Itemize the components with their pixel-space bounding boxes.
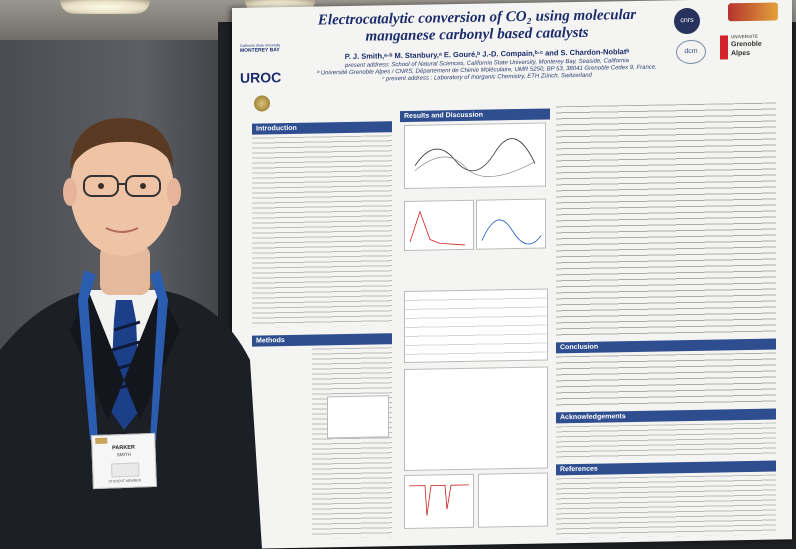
scheme-figure bbox=[404, 366, 548, 471]
section-heading-results: Results and Discussion bbox=[400, 108, 550, 123]
spectra-plot bbox=[409, 210, 466, 246]
methods-text bbox=[312, 347, 392, 539]
poster-affiliations: present address: School of Natural Scien… bbox=[292, 57, 682, 85]
section-heading-references: References bbox=[556, 460, 776, 476]
section-heading-acknowledgements: Acknowledgements bbox=[556, 408, 776, 424]
grenoble-logo-line3: Alpes bbox=[731, 49, 751, 58]
spectra-figure bbox=[404, 199, 474, 251]
ir-figure bbox=[404, 473, 474, 529]
data-table bbox=[404, 288, 548, 363]
badge-last-name: SMITH bbox=[116, 451, 131, 458]
cnrs-logo: cnrs bbox=[674, 7, 700, 35]
section-heading-conclusion: Conclusion bbox=[556, 338, 776, 354]
grenoble-logo-line1: UNIVERSITÉ bbox=[731, 33, 759, 40]
ir-plot bbox=[409, 484, 469, 516]
badge-barcode bbox=[111, 462, 140, 478]
cv-plot bbox=[414, 138, 536, 177]
research-poster: California State University MONTEREY BAY… bbox=[232, 0, 792, 549]
uroc-logo: UROC bbox=[240, 69, 282, 86]
conclusion-text bbox=[556, 352, 776, 407]
cv-plot-figure bbox=[404, 122, 546, 189]
section-heading-methods: Methods bbox=[252, 333, 392, 347]
name-badge: PARKER SMITH STUDENT MEMBER bbox=[91, 432, 157, 490]
cv-figure-small bbox=[478, 472, 548, 528]
poster-title: Electrocatalytic conversion of CO₂ using… bbox=[312, 7, 642, 47]
molecule-figure bbox=[327, 395, 389, 439]
discussion-text bbox=[556, 102, 776, 337]
spectra-plot bbox=[481, 219, 542, 245]
section-heading-introduction: Introduction bbox=[252, 121, 392, 135]
ofi-logo bbox=[728, 2, 778, 22]
acknowledgements-text bbox=[556, 422, 776, 459]
spectra-figure bbox=[476, 198, 546, 250]
ceiling-light bbox=[60, 0, 150, 14]
grenoble-logo: UNIVERSITÉ Grenoble Alpes bbox=[720, 32, 780, 63]
badge-footer: STUDENT MEMBER bbox=[108, 478, 142, 484]
badge-logo bbox=[95, 437, 108, 444]
introduction-text bbox=[252, 135, 392, 328]
references-text bbox=[556, 474, 776, 539]
grenoble-logo-line2: Grenoble bbox=[731, 40, 762, 49]
seal-icon bbox=[254, 95, 270, 112]
